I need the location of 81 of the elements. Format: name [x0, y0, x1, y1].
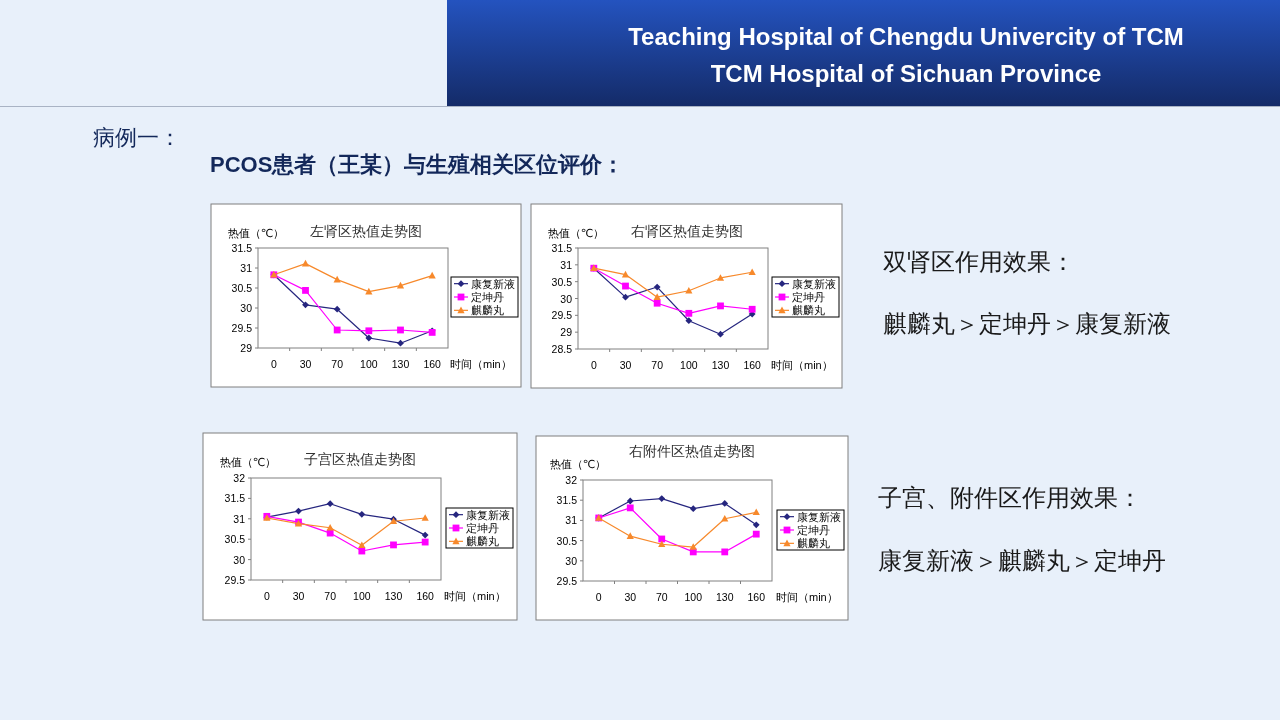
- x-axis-title: 时间（min）: [444, 590, 506, 602]
- x-tick-label: 130: [391, 358, 410, 370]
- x-tick-label: 0: [270, 358, 277, 370]
- y-axis-title: 热值（℃）: [547, 227, 605, 239]
- x-tick-label: 160: [747, 591, 766, 603]
- legend-label: 麒麟丸: [797, 537, 830, 550]
- y-axis-title: 热值（℃）: [219, 456, 277, 468]
- x-tick-label: 130: [715, 591, 734, 603]
- y-tick-label: 31: [560, 258, 573, 271]
- legend-label: 康复新液: [466, 508, 510, 521]
- legend-label: 麒麟丸: [471, 304, 504, 317]
- y-tick-label: 29.5: [231, 322, 253, 334]
- x-tick-label: 100: [680, 359, 698, 371]
- x-tick-label: 70: [655, 591, 668, 603]
- chart-title: 左肾区热值走势图: [310, 223, 422, 239]
- y-tick-label: 31.5: [556, 494, 578, 507]
- x-axis-title: 时间（min）: [450, 358, 512, 370]
- y-tick-label: 31: [565, 514, 578, 527]
- y-tick-label: 32: [233, 472, 246, 484]
- y-tick-label: 31: [240, 262, 253, 274]
- chart-title: 子宫区热值走势图: [304, 451, 416, 467]
- y-axis-title: 热值（℃）: [227, 227, 285, 239]
- legend-label: 定坤丹: [797, 524, 830, 536]
- x-tick-label: 130: [711, 359, 730, 371]
- x-tick-label: 30: [624, 591, 637, 603]
- chart-title: 右肾区热值走势图: [630, 223, 743, 239]
- legend-label: 康复新液: [792, 277, 836, 290]
- text: 子宫、附件区作用效果：: [878, 485, 1142, 511]
- x-axis-title: 时间（min）: [776, 591, 838, 603]
- text: 病例一：: [93, 124, 181, 150]
- x-tick-label: 100: [360, 358, 378, 370]
- x-tick-label: 0: [595, 591, 602, 603]
- x-tick-label: 70: [324, 590, 337, 602]
- y-axis-title: 热值（℃）: [549, 458, 607, 470]
- x-tick-label: 30: [619, 359, 632, 371]
- y-tick-label: 29: [560, 326, 573, 339]
- y-tick-label: 31: [233, 512, 246, 525]
- y-tick-label: 31.5: [231, 242, 253, 254]
- y-tick-label: 31.5: [551, 242, 573, 254]
- y-tick-label: 29.5: [551, 309, 573, 322]
- y-tick-label: 30.5: [224, 533, 246, 546]
- x-tick-label: 100: [684, 591, 703, 603]
- legend-label: 定坤丹: [471, 291, 504, 303]
- x-tick-label: 0: [263, 590, 270, 602]
- legend-label: 康复新液: [797, 510, 841, 523]
- y-tick-label: 29.5: [224, 574, 246, 586]
- y-tick-label: 32: [565, 474, 578, 486]
- x-tick-label: 160: [743, 359, 762, 371]
- y-tick-label: 29: [240, 342, 253, 354]
- y-tick-label: 31.5: [224, 492, 246, 505]
- y-tick-label: 28.5: [551, 343, 573, 355]
- y-tick-label: 30: [560, 292, 573, 305]
- legend-label: 康复新液: [471, 277, 515, 290]
- x-tick-label: 70: [651, 359, 664, 371]
- y-tick-label: 30.5: [551, 275, 573, 288]
- text: 康复新液＞麒麟丸＞定坤丹: [878, 548, 1166, 574]
- text: PCOS患者（王某）与生殖相关区位评价：: [210, 151, 625, 177]
- y-tick-label: 30.5: [231, 282, 253, 294]
- x-tick-label: 160: [416, 590, 435, 602]
- y-tick-label: 30: [240, 302, 253, 314]
- x-tick-label: 0: [590, 359, 597, 371]
- legend-label: 定坤丹: [792, 291, 825, 303]
- text: 双肾区作用效果：: [883, 249, 1075, 275]
- x-axis-title: 时间（min）: [771, 359, 833, 371]
- legend-label: 麒麟丸: [792, 304, 825, 317]
- text: 麒麟丸＞定坤丹＞康复新液: [883, 311, 1171, 337]
- x-tick-label: 30: [292, 590, 305, 602]
- x-tick-label: 100: [353, 590, 371, 602]
- y-tick-label: 29.5: [556, 575, 578, 587]
- text: TCM Hospital of Sichuan Province: [710, 59, 1102, 87]
- y-tick-label: 30.5: [556, 534, 578, 547]
- x-tick-label: 30: [299, 358, 312, 370]
- x-tick-label: 160: [423, 358, 442, 370]
- x-tick-label: 130: [384, 590, 403, 602]
- y-tick-label: 30: [565, 554, 578, 567]
- y-tick-label: 30: [233, 553, 246, 566]
- text: Teaching Hospital of Chengdu Univercity of TCM: [628, 22, 1184, 50]
- x-tick-label: 70: [331, 358, 344, 370]
- legend-label: 定坤丹: [466, 522, 499, 534]
- chart-title: 右附件区热值走势图: [629, 443, 755, 459]
- legend-label: 麒麟丸: [466, 535, 499, 548]
